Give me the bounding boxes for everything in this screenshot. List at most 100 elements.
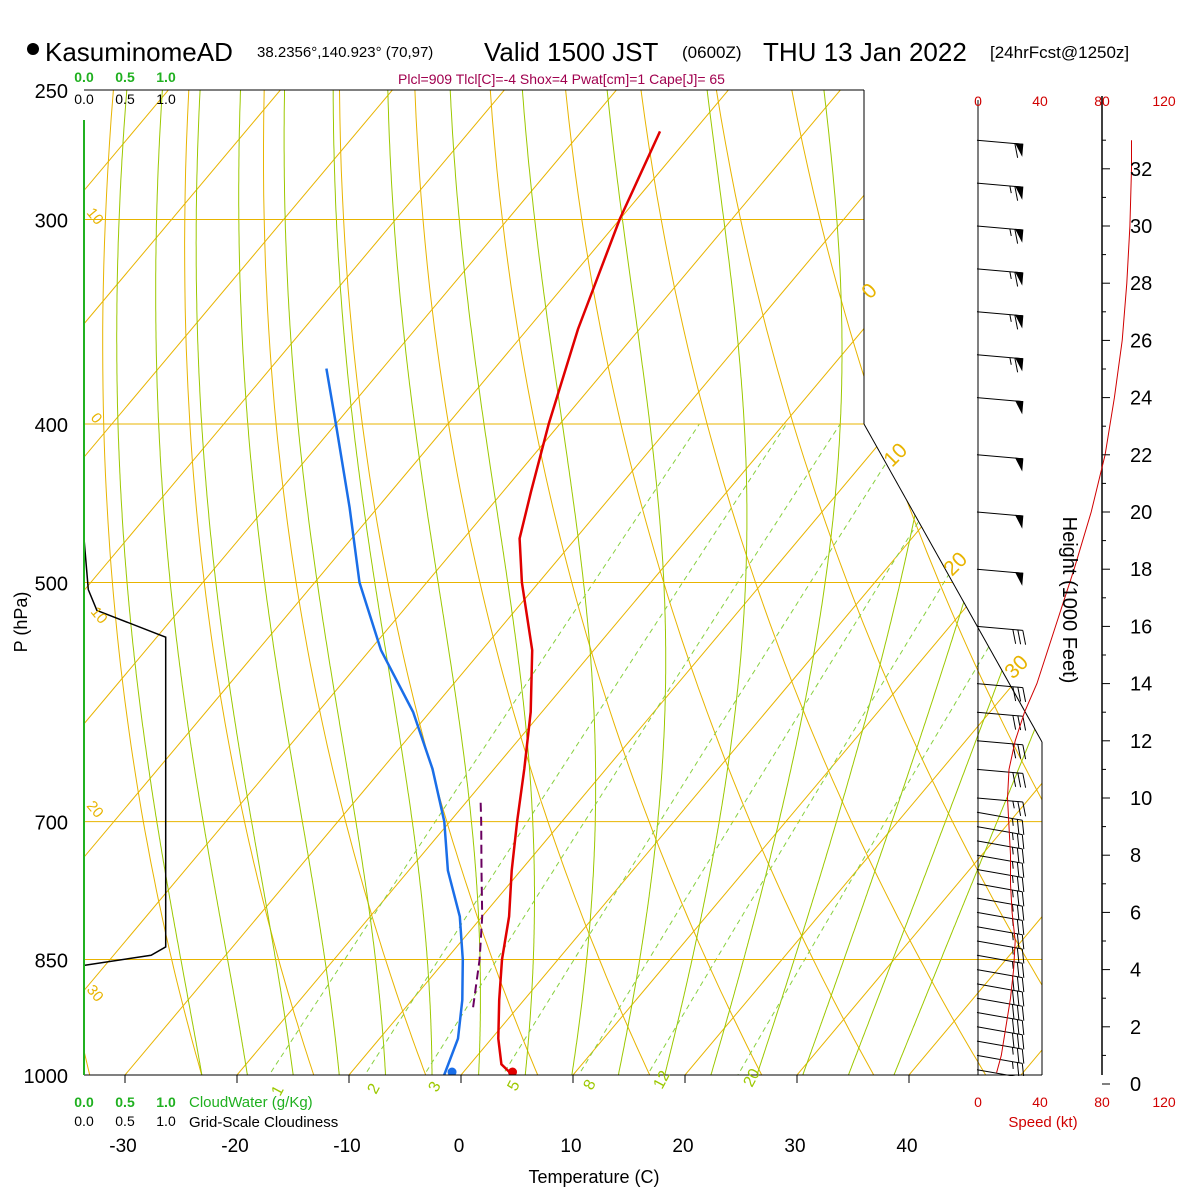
speed-tick-label-top: 0 — [974, 93, 982, 109]
cloudiness-profile — [84, 538, 167, 967]
wind-barb-flag — [1016, 919, 1020, 935]
wind-barb-shaft — [976, 811, 1023, 821]
wind-barb — [976, 897, 1025, 921]
speed-tick-label-bottom: 0 — [974, 1094, 982, 1110]
wind-barb-pennant — [1014, 143, 1024, 157]
mixing-ratio-line — [342, 423, 787, 1075]
isotherm-line — [84, 90, 414, 1075]
wind-barbs — [976, 139, 1027, 1076]
dry-adiabat-line — [483, 90, 781, 1075]
wind-barb — [976, 840, 1025, 864]
height-tick-label: 30 — [1130, 216, 1152, 238]
cloudiness-tick-label-top: 0.5 — [115, 91, 135, 107]
wind-barb-flag — [1021, 991, 1025, 1007]
wind-barb-flag — [1016, 990, 1020, 1006]
wind-barb — [976, 568, 1024, 586]
wind-speed-line — [996, 140, 1132, 1073]
isotherm-line — [84, 90, 638, 1075]
wind-barb-halfflag — [1009, 271, 1012, 280]
wind-barb-flag — [1021, 1020, 1025, 1036]
wind-barb-flag — [1014, 315, 1019, 330]
wind-barb-flag — [1021, 963, 1025, 978]
mixing-ratio-line — [626, 423, 1042, 1075]
wind-barb-shaft — [976, 397, 1023, 403]
wind-barb-pennant — [1014, 228, 1024, 243]
wind-barb-halfflag — [1011, 832, 1014, 841]
dry-adiabat-label: 10 — [87, 604, 111, 628]
wind-barb-flag — [1012, 715, 1017, 730]
wind-barb — [976, 768, 1027, 788]
surface-temperature-dot — [508, 1067, 518, 1075]
cloudiness-line — [84, 538, 167, 967]
wind-barb-halfflag — [1012, 801, 1015, 809]
stability-indices: Plcl=909 Tlcl[C]=-4 Shox=4 Pwat[cm]=1 Ca… — [398, 71, 725, 87]
wind-barb — [976, 854, 1025, 878]
height-tick-label: 10 — [1130, 788, 1152, 810]
height-tick-label: 0 — [1130, 1074, 1141, 1096]
wind-barb — [976, 911, 1025, 935]
wind-barb-shaft — [976, 1012, 1023, 1021]
speed-axis-label: Speed (kt) — [1008, 1114, 1077, 1131]
wind-barb-flag — [1021, 834, 1025, 850]
isotherm-line — [767, 90, 1042, 1075]
wind-barb-halfflag — [1011, 875, 1014, 884]
plot-slant-border — [863, 423, 1043, 743]
wind-barb-halfflag — [1011, 904, 1014, 912]
wind-barb-flag — [1022, 801, 1027, 817]
wind-barb-flag — [1014, 229, 1019, 244]
wind-barb — [976, 683, 1027, 702]
wind-barb-shaft — [976, 768, 1023, 774]
temperature-tick-label: -10 — [333, 1136, 360, 1157]
height-axis-label: Height (1000 Feet) — [1058, 517, 1080, 684]
wind-barb-halfflag — [1009, 228, 1012, 237]
wind-barb-flag — [1016, 862, 1020, 877]
wind-barb-flag — [1016, 1005, 1020, 1020]
wind-barb — [976, 869, 1025, 893]
dry-adiabat-label: 10 — [83, 205, 107, 229]
wind-barb-shaft — [976, 1040, 1023, 1050]
pressure-tick-label: 850 — [35, 951, 68, 973]
temperature-tick-label: 20 — [672, 1136, 693, 1157]
moist-adiabat-line — [655, 90, 748, 1075]
speed-tick-label-bottom: 120 — [1152, 1094, 1176, 1110]
wind-barb-halfflag — [1011, 889, 1014, 898]
moist-adiabat-line — [238, 90, 343, 1075]
moist-adiabat-label: 0 — [857, 279, 882, 304]
wind-barb-halfflag — [1011, 1061, 1014, 1069]
isotherm-line — [84, 90, 302, 1075]
wind-barb-flag — [1011, 990, 1015, 1005]
pressure-tick-label: 1000 — [24, 1066, 69, 1088]
wind-barb-flag — [1017, 629, 1022, 645]
wind-barb — [976, 139, 1024, 158]
wind-barb-pennant — [1014, 514, 1024, 529]
mixing-ratio-label: 12 — [651, 1068, 674, 1092]
cloudiness-tick-label-bottom: 0.5 — [115, 1113, 135, 1129]
mixing-ratio-label: 2 — [365, 1081, 384, 1097]
isotherm-line — [84, 90, 974, 1075]
dry-adiabat-line — [766, 90, 1042, 1075]
wind-barb-flag — [1012, 743, 1017, 759]
isotherm-line — [84, 90, 750, 1075]
wind-barb-flag — [1011, 1032, 1015, 1048]
wind-barb-flag — [1012, 772, 1017, 787]
wind-barb-flag — [1012, 686, 1017, 702]
wind-barb — [976, 811, 1025, 835]
wind-barb — [976, 354, 1024, 373]
height-tick-label: 8 — [1130, 845, 1141, 867]
wind-barb-flag — [1016, 976, 1020, 992]
height-tick-label: 2 — [1130, 1017, 1141, 1039]
wind-barb-flag — [1022, 744, 1027, 760]
wind-barb — [976, 1040, 1025, 1064]
surface-dewpoint-dot — [447, 1067, 457, 1075]
wind-barb-flag — [1016, 890, 1020, 906]
wind-barb-flag — [1011, 1004, 1015, 1019]
dry-adiabat-line — [624, 90, 1008, 1075]
wind-barb-flag — [1016, 1019, 1020, 1035]
wind-barb-flag — [1012, 629, 1017, 644]
dry-adiabat-line — [1191, 0, 1200, 1110]
wind-barb-flag — [1021, 934, 1025, 950]
wind-barb-shaft — [976, 1069, 1016, 1076]
moist-adiabat-label: 30 — [1000, 651, 1033, 684]
wind-barb — [976, 182, 1024, 201]
